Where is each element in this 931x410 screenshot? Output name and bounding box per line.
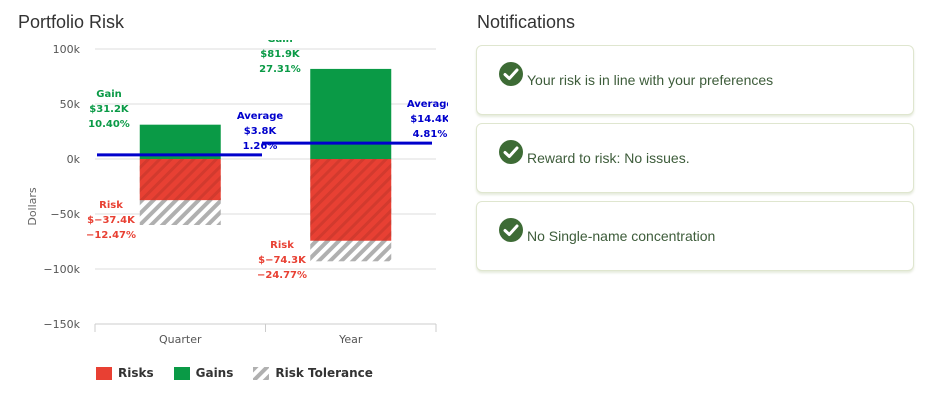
- notifications-list: Your risk is in line with your preferenc…: [476, 45, 914, 279]
- average-label: $14.4K: [410, 114, 450, 125]
- x-tick-label: Year: [338, 333, 363, 346]
- portfolio-risk-chart: Gain $31.2K 10.40% Gain $81.9K 27.31% Risk $−37…: [26, 34, 450, 346]
- risk-bar[interactable]: [139, 159, 221, 201]
- risk-label: Risk: [99, 200, 123, 211]
- risk-label: $−37.4K: [87, 215, 136, 226]
- notifications-title: Notifications: [477, 12, 576, 32]
- check-circle-icon: [499, 218, 523, 242]
- y-tick-label: −50k: [50, 208, 80, 221]
- average-label: $3.8K: [244, 126, 278, 137]
- legend-swatch-risk-tolerance: [253, 366, 270, 380]
- check-circle-icon: [499, 140, 523, 164]
- gain-label: 10.40%: [88, 119, 130, 130]
- legend-swatch-risks: [96, 366, 112, 380]
- average-label: 4.81%: [413, 129, 448, 140]
- legend-label-gains: Gains: [195, 366, 234, 380]
- notification-card: Reward to risk: No issues.: [476, 123, 914, 193]
- average-label: Average: [407, 99, 450, 110]
- notification-text: Reward to risk: No issues.: [527, 150, 690, 166]
- gain-label: Gain: [267, 34, 293, 45]
- legend-item-risk-tolerance[interactable]: Risk Tolerance: [253, 366, 373, 380]
- legend-item-risks[interactable]: Risks: [96, 366, 154, 380]
- y-tick-label: 100k: [53, 43, 81, 56]
- risk-label: $−74.3K: [258, 255, 307, 266]
- x-tick-label: Quarter: [159, 333, 202, 346]
- y-tick-label: −100k: [43, 263, 80, 276]
- gain-bar[interactable]: [139, 124, 221, 159]
- gain-label: 27.31%: [259, 64, 301, 75]
- y-tick-label: −150k: [43, 318, 80, 331]
- notification-card: No Single-name concentration: [476, 201, 914, 271]
- risk-label: −12.47%: [86, 230, 136, 241]
- average-label: 1.26%: [243, 141, 278, 152]
- y-axis-title: Dollars: [26, 187, 39, 226]
- legend-item-gains[interactable]: Gains: [173, 366, 234, 380]
- risk-label: Risk: [270, 240, 294, 251]
- legend-swatch-gains: [173, 366, 190, 380]
- risk-label: −24.77%: [257, 270, 307, 281]
- legend-label-risk-tolerance: Risk Tolerance: [275, 366, 373, 380]
- risk-bar[interactable]: [310, 159, 392, 241]
- notification-text: No Single-name concentration: [527, 228, 716, 244]
- gain-label: $81.9K: [260, 49, 301, 60]
- y-tick-label: 50k: [60, 98, 81, 111]
- check-circle-icon: [499, 62, 523, 86]
- gain-bar[interactable]: [310, 68, 392, 159]
- legend-label-risks: Risks: [118, 366, 154, 380]
- notification-card: Your risk is in line with your preferenc…: [476, 45, 914, 115]
- average-label: Average: [237, 111, 284, 122]
- risk-panel-title: Portfolio Risk: [18, 12, 125, 32]
- gain-label: Gain: [96, 89, 122, 100]
- chart-legend: Risks Gains Risk Tolerance: [96, 366, 373, 380]
- gain-label: $31.2K: [89, 104, 130, 115]
- y-tick-label: 0k: [67, 153, 81, 166]
- notification-text: Your risk is in line with your preferenc…: [527, 72, 774, 88]
